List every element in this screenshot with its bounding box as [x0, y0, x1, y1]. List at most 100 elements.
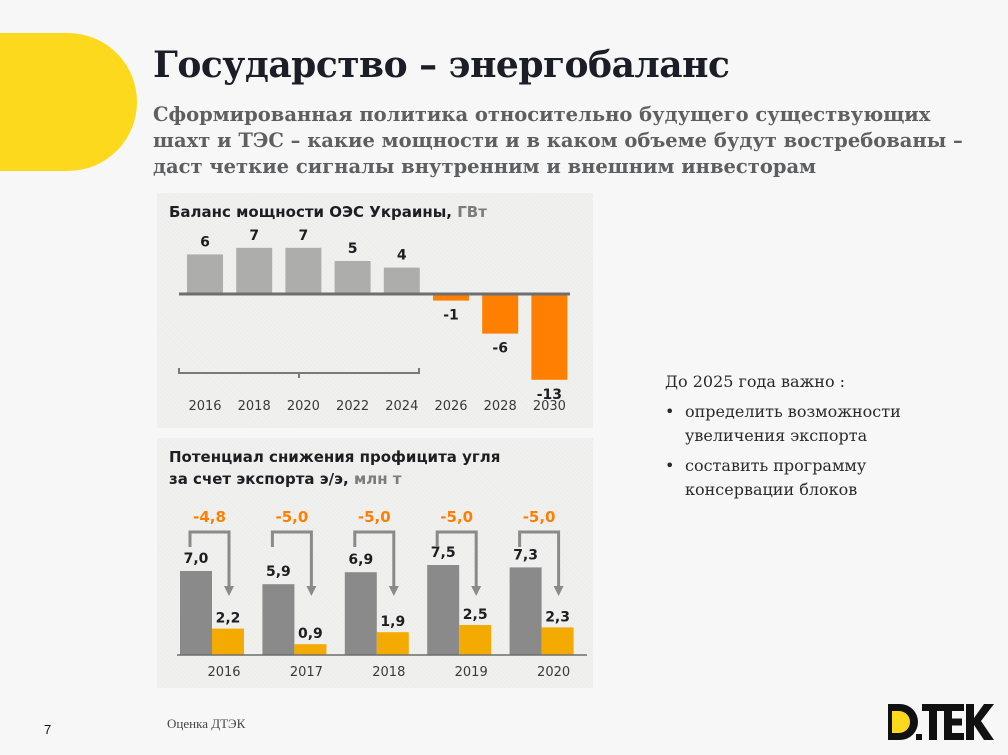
- x-tick-label: 2019: [455, 665, 488, 680]
- x-tick-label: 2022: [336, 399, 369, 414]
- coal-surplus-chart: Потенциал снижения профицита угля за сче…: [157, 438, 593, 688]
- reduction-label: -5,0: [440, 508, 473, 526]
- logo-letter-e: [944, 704, 964, 740]
- bar-2022: [334, 261, 371, 294]
- subtitle-line: Сформированная политика относительно буд…: [153, 103, 931, 126]
- reduction-label: -4,8: [193, 508, 226, 526]
- bar-2028: [482, 294, 519, 334]
- list-item-line: определить возможности: [685, 402, 901, 421]
- arrow-head-icon: [471, 586, 482, 596]
- data-label: 2,3: [545, 609, 570, 625]
- logo-sun: [892, 711, 910, 733]
- page-number: 7: [44, 722, 52, 737]
- list-item-line: консервации блоков: [685, 480, 858, 499]
- x-tick-label: 2018: [238, 399, 271, 414]
- logo-letter-t-stem: [929, 704, 937, 740]
- logo-dot: [916, 734, 922, 740]
- bar-surplus-2017: [262, 584, 295, 655]
- list-item: • определить возможности увеличения эксп…: [665, 400, 901, 448]
- x-tick-label: 2017: [290, 665, 323, 680]
- power-balance-chart: Баланс мощности ОЭС Украины, ГВт 6 2016 7 2…: [157, 193, 593, 428]
- x-tick-label: 2026: [434, 399, 467, 414]
- dtek-logo: [888, 704, 994, 740]
- x-tick-label: 2020: [287, 399, 320, 414]
- period-bracket: [178, 368, 420, 378]
- reduction-arrow: [353, 530, 396, 588]
- chart-title-text: Баланс мощности ОЭС Украины,: [169, 203, 453, 221]
- chart-unit: ГВт: [457, 203, 487, 221]
- bar-2030: [531, 294, 568, 380]
- reduction-label: -5,0: [523, 508, 556, 526]
- data-label: -6: [492, 341, 508, 357]
- list-item-line: составить программу: [685, 456, 867, 475]
- x-tick-label: 2024: [385, 399, 418, 414]
- key-points-heading: До 2025 года важно :: [665, 372, 846, 391]
- x-tick-label: 2028: [484, 399, 517, 414]
- arrow-head-icon: [388, 586, 399, 596]
- subtitle-line: даст четкие сигналы внутренним и внешним…: [153, 155, 817, 178]
- reduction-arrow: [435, 530, 478, 588]
- data-label: 2,2: [216, 611, 241, 627]
- bar-2020: [285, 247, 322, 294]
- arrow-head-icon: [553, 586, 564, 596]
- source-note: Оценка ДТЭК: [167, 716, 246, 731]
- data-label: 2,5: [463, 607, 488, 623]
- bar-surplus-2016: [180, 571, 212, 655]
- key-points: До 2025 года важно : • определить возмож…: [665, 370, 901, 508]
- arrow-head-icon: [224, 586, 234, 596]
- data-label: 7: [249, 228, 259, 244]
- data-label: 7,0: [184, 551, 209, 567]
- data-label: 7: [299, 228, 309, 244]
- bar-2026: [433, 294, 469, 301]
- data-label: 0,9: [298, 626, 323, 642]
- x-tick-label: 2016: [188, 399, 221, 414]
- chart-title-line: Потенциал снижения профицита угля: [169, 448, 501, 466]
- bullet-icon: •: [665, 402, 675, 421]
- bar-2018: [236, 247, 273, 294]
- chart-unit: млн т: [353, 470, 402, 488]
- data-label: 4: [397, 248, 407, 264]
- x-tick-label: 2030: [533, 399, 566, 414]
- data-label: 6,9: [348, 552, 373, 568]
- data-label: -1: [443, 308, 459, 324]
- reduction-label: -5,0: [275, 508, 308, 526]
- reduction-arrow: [518, 530, 561, 588]
- bar-2016: [187, 254, 223, 294]
- list-item-line: увеличения экспорта: [685, 426, 868, 445]
- x-tick-label: 2018: [372, 665, 405, 680]
- data-label: 7,5: [431, 545, 456, 561]
- chart-title: Потенциал снижения профицита угля за сче…: [169, 446, 500, 490]
- key-points-list: • определить возможности увеличения эксп…: [665, 400, 901, 502]
- data-label: -13: [537, 387, 562, 403]
- data-label: 6: [200, 234, 210, 250]
- bar-after-export-2017: [294, 644, 327, 655]
- chart-title-line: за счет экспорта э/э, млн т: [169, 468, 500, 490]
- reduction-label: -5,0: [358, 508, 391, 526]
- bar-after-export-2016: [212, 628, 244, 655]
- coal-surplus-plot: 7,0 2,2 -4,8 2016 5,9 0,9 -5,0 2017 6,9 1,9 -5,0 20…: [177, 508, 587, 680]
- data-label: 7,3: [513, 547, 538, 563]
- list-item: • составить программу консервации блоков: [665, 454, 901, 502]
- logo-letter-k: [966, 704, 994, 740]
- data-label: 5: [348, 241, 358, 257]
- power-balance-plot: 6 2016 7 2018 7 2020 5 2022 4 2024 -1 2026 -6 2028 -13…: [178, 228, 570, 414]
- data-label: 1,9: [380, 614, 405, 630]
- bar-2024: [383, 267, 420, 294]
- x-tick-label: 2016: [207, 665, 240, 680]
- bar-after-export-2020: [541, 627, 574, 655]
- reduction-arrow: [188, 530, 231, 588]
- reduction-arrow: [270, 530, 313, 588]
- bullet-icon: •: [665, 456, 675, 475]
- yellow-accent-shape: [0, 33, 137, 171]
- x-tick-label: 2020: [537, 665, 570, 680]
- bar-surplus-2019: [427, 565, 460, 655]
- bar-after-export-2019: [459, 625, 492, 655]
- bar-after-export-2018: [376, 632, 409, 655]
- chart-title-text: за счет экспорта э/э,: [169, 470, 349, 488]
- chart-title: Баланс мощности ОЭС Украины, ГВт: [169, 201, 487, 223]
- page-subtitle: Сформированная политика относительно буд…: [153, 102, 983, 180]
- bar-surplus-2020: [509, 567, 542, 655]
- page-title: Государство – энергобаланс: [153, 44, 730, 86]
- data-label: 5,9: [266, 564, 291, 580]
- subtitle-line: шахт и ТЭС – какие мощности и в каком об…: [153, 129, 963, 152]
